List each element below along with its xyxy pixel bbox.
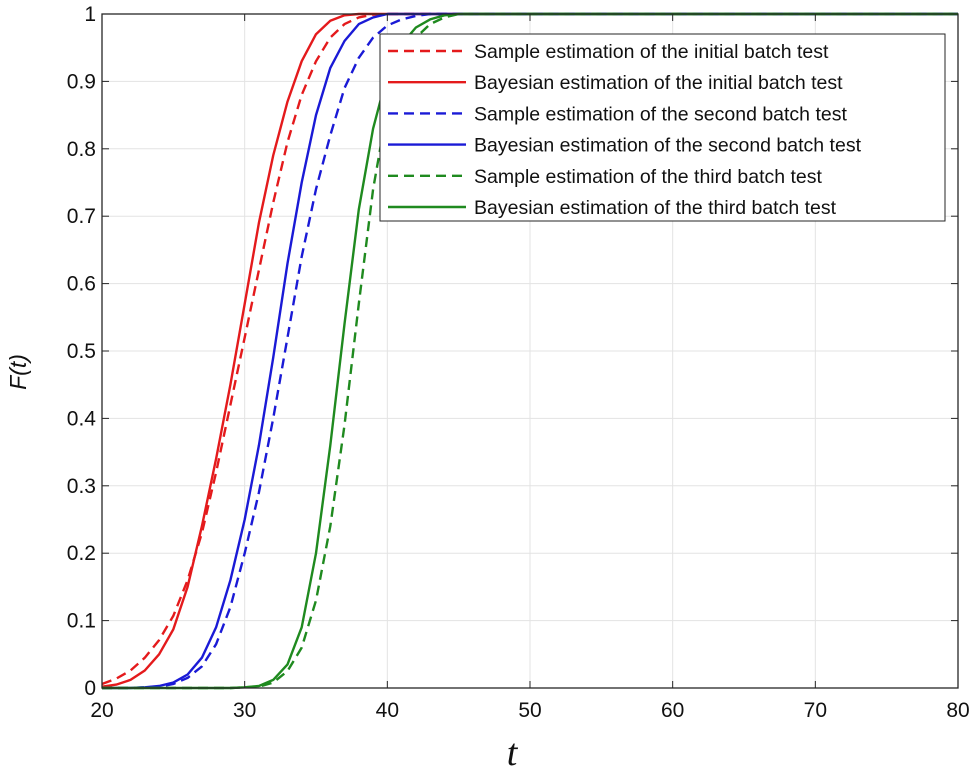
x-tick-label: 60 — [661, 699, 684, 722]
y-tick-label: 0.7 — [67, 205, 96, 228]
x-tick-label: 80 — [946, 699, 969, 722]
legend-label-5: Sample estimation of the third batch tes… — [474, 166, 823, 188]
x-tick-labels: 20 30 40 50 60 70 80 — [90, 699, 969, 722]
y-tick-label: 0.8 — [67, 138, 96, 161]
x-tick-label: 50 — [518, 699, 541, 722]
y-axis-label: F(t) — [5, 354, 31, 390]
y-tick-label: 0.1 — [67, 610, 96, 633]
x-tick-label: 30 — [233, 699, 256, 722]
y-tick-label: 0.5 — [67, 340, 96, 363]
legend-box — [379, 33, 946, 222]
y-tick-labels: 0 0.1 0.2 0.3 0.4 0.5 0.6 0.7 0.8 0.9 1 — [67, 3, 97, 700]
legend-label-4: Bayesian estimation of the second batch … — [474, 135, 862, 157]
legend-label-3: Sample estimation of the second batch te… — [474, 103, 847, 125]
x-tick-label: 70 — [804, 699, 827, 722]
legend: Sample estimation of the initial batch t… — [379, 33, 946, 222]
x-axis-label: t — [507, 732, 519, 773]
tick-marks — [101, 13, 959, 689]
x-tick-label: 20 — [90, 699, 113, 722]
legend-label-1: Sample estimation of the initial batch t… — [474, 41, 829, 63]
legend-label-6: Bayesian estimation of the third batch t… — [474, 197, 837, 219]
y-tick-label: 1 — [84, 3, 96, 26]
series-line-3 — [102, 12, 958, 690]
y-tick-label: 0.3 — [67, 475, 96, 498]
x-tick-label: 40 — [376, 699, 399, 722]
y-tick-label: 0.2 — [67, 542, 96, 565]
y-tick-label: 0.6 — [67, 273, 96, 296]
y-tick-label: 0 — [84, 677, 96, 700]
y-tick-label: 0.9 — [67, 70, 96, 93]
series-line-1 — [101, 12, 958, 686]
y-tick-label: 0.4 — [67, 407, 97, 430]
legend-label-2: Bayesian estimation of the initial batch… — [474, 72, 843, 94]
